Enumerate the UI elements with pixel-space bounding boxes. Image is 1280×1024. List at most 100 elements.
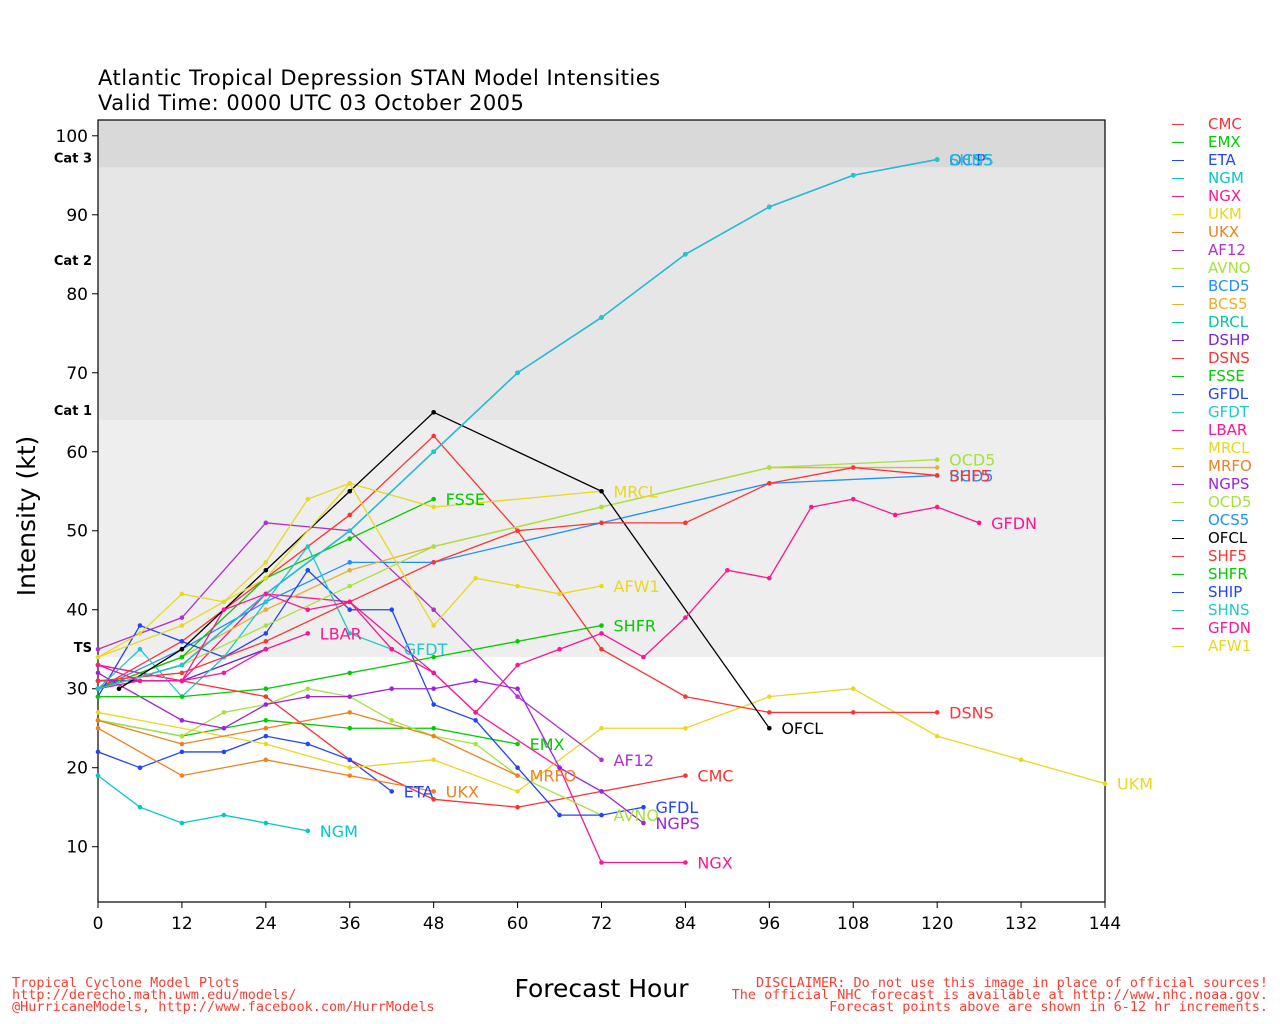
- point-ngm: [263, 820, 269, 826]
- y-tick-label: 30: [66, 680, 88, 700]
- point-afw1: [347, 481, 353, 486]
- point-avno: [389, 718, 395, 723]
- footer-disclaimer-line-3: Forecast points above are shown in 6-12 …: [829, 999, 1268, 1015]
- end-label-af12: AF12: [614, 751, 655, 770]
- point-eta: [305, 741, 311, 747]
- series-lines: [95, 157, 1108, 865]
- point-afw1: [95, 654, 101, 660]
- point-afw1: [179, 623, 185, 628]
- point-gfdl: [263, 631, 269, 636]
- legend-label: ETA: [1208, 151, 1236, 169]
- point-shf5: [95, 678, 101, 684]
- legend-label: AVNO: [1208, 259, 1251, 277]
- x-tick-label: 108: [837, 914, 869, 934]
- point-gfdn: [431, 670, 436, 676]
- category-bands: TS Cat 1 Cat 2 Cat 3: [54, 120, 1105, 658]
- legend-swatch: [1172, 538, 1184, 539]
- legend-label: CMC: [1208, 115, 1242, 133]
- legend-item-emx: EMX: [1172, 133, 1241, 151]
- point-gfdt: [137, 646, 143, 652]
- point-ofcl: [263, 567, 269, 573]
- end-label-gfdt: GFDT: [404, 640, 448, 659]
- point-ngx: [683, 860, 688, 865]
- y-tick-label: 90: [66, 206, 88, 226]
- point-af12: [179, 615, 185, 620]
- legend-label: BCS5: [1208, 295, 1248, 313]
- point-ngps: [305, 694, 311, 699]
- legend-swatch: [1172, 160, 1184, 161]
- point-gfdn: [179, 678, 185, 684]
- point-cmc: [515, 804, 520, 810]
- point-gfdn: [221, 607, 227, 613]
- end-label-ofcl: OFCL: [781, 719, 823, 738]
- point-ukx: [179, 773, 185, 778]
- point-ukm: [95, 710, 101, 715]
- band-cat-2: [98, 167, 1105, 271]
- point-dsns: [767, 710, 772, 715]
- legend-label: NGPS: [1208, 475, 1250, 493]
- legend-item-cmc: CMC: [1172, 115, 1242, 133]
- end-label-gfdl: GFDL: [655, 798, 698, 817]
- legend-label: DRCL: [1208, 313, 1249, 331]
- point-ocd5: [431, 544, 436, 549]
- legend-swatch: [1172, 520, 1184, 521]
- series-line-ocd5: [97, 459, 938, 690]
- legend-swatch: [1172, 502, 1184, 503]
- point-ngm: [95, 773, 101, 778]
- series-line-ukm: [97, 688, 1106, 793]
- legend-label: SHNS: [1208, 601, 1250, 619]
- point-avno: [305, 686, 311, 692]
- point-ukm: [599, 725, 604, 731]
- band-label-ts: TS: [74, 641, 92, 656]
- point-ngps: [95, 670, 101, 676]
- legend-label: LBAR: [1208, 421, 1248, 439]
- legend-item-ocd5: OCD5: [1172, 493, 1251, 511]
- legend-label: AF12: [1208, 241, 1246, 259]
- legend-item-shf5: SHF5: [1172, 547, 1247, 565]
- end-label-fsse: FSSE: [446, 490, 485, 509]
- point-shns: [95, 686, 101, 692]
- point-shns: [850, 172, 856, 178]
- point-ngm: [179, 820, 185, 826]
- point-shfr: [263, 686, 269, 692]
- legend-item-ukm: UKM: [1172, 205, 1242, 223]
- point-shns: [767, 204, 772, 210]
- point-gfdn: [683, 615, 688, 620]
- legend-label: MRCL: [1208, 439, 1250, 457]
- legend-swatch: [1172, 304, 1184, 305]
- point-fsse: [179, 654, 185, 660]
- point-shns: [683, 251, 688, 257]
- point-ofcl: [116, 686, 122, 692]
- legend-swatch: [1172, 196, 1184, 197]
- point-shns: [347, 528, 353, 534]
- point-ngm: [305, 828, 311, 834]
- point-eta: [389, 789, 395, 794]
- point-gfdl: [557, 812, 562, 818]
- point-shf5: [599, 520, 604, 526]
- band-label-cat-1: Cat 1: [54, 404, 92, 419]
- legend-item-eta: ETA: [1172, 151, 1236, 169]
- point-gfdt: [305, 544, 311, 549]
- legend-item-ocs5: OCS5: [1172, 511, 1249, 529]
- point-gfdn: [137, 678, 143, 684]
- end-label-emx: EMX: [530, 735, 565, 754]
- x-tick-label: 36: [339, 914, 361, 934]
- end-label-ngps: NGPS: [655, 814, 699, 833]
- point-gfdn: [892, 512, 898, 518]
- point-gfdn: [347, 599, 353, 605]
- legend-item-drcl: DRCL: [1172, 313, 1248, 331]
- point-eta: [137, 765, 143, 771]
- point-dsns: [850, 710, 856, 715]
- point-emx: [347, 725, 353, 731]
- point-ocd5: [934, 457, 940, 462]
- point-gfdn: [473, 710, 478, 715]
- legend-item-gfdt: GFDT: [1172, 403, 1249, 421]
- point-shf5: [934, 473, 940, 478]
- end-label-ukm: UKM: [1117, 775, 1153, 794]
- legend-item-shns: SHNS: [1172, 601, 1250, 619]
- point-shns: [179, 662, 185, 668]
- series-line-gfdl: [97, 569, 644, 816]
- point-gfdn: [599, 631, 604, 636]
- end-label-ngm: NGM: [320, 822, 358, 841]
- end-label-gfdn: GFDN: [991, 514, 1037, 533]
